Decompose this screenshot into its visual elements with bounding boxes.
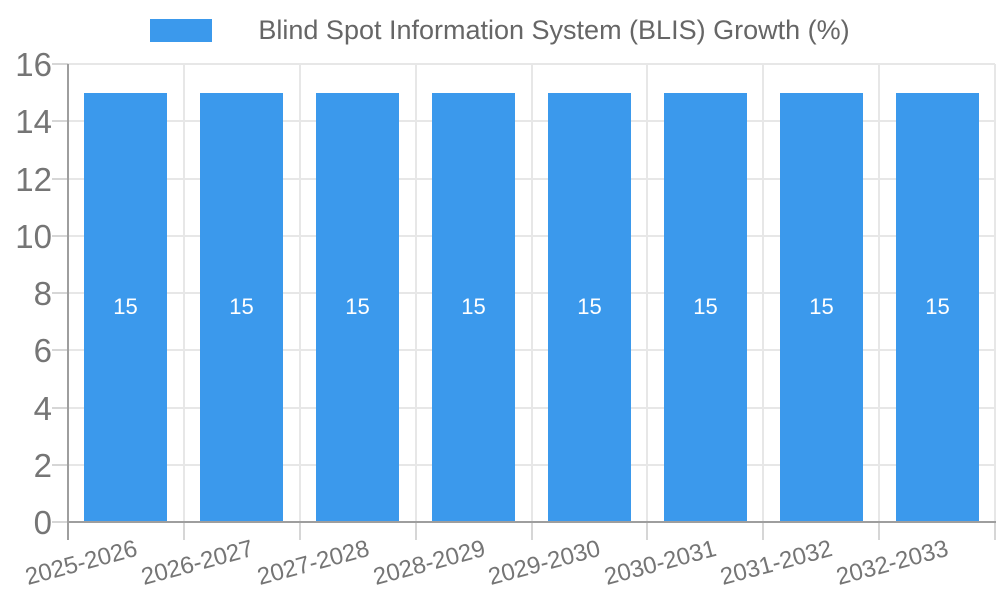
x-tick-label: 2032-2033: [833, 535, 952, 591]
x-gridline: [415, 64, 417, 522]
y-tick-label: 10: [15, 218, 52, 255]
y-tick-mark: [52, 178, 68, 180]
y-tick-mark: [52, 235, 68, 237]
y-tick-label: 16: [15, 46, 52, 83]
y-tick-label: 2: [33, 447, 52, 484]
y-tick-label: 8: [33, 275, 52, 312]
x-axis-line: [67, 521, 996, 523]
bar-value-label: 15: [113, 294, 138, 319]
bar: [780, 93, 863, 522]
x-tick-mark: [415, 522, 417, 540]
x-tick-mark: [646, 522, 648, 540]
x-gridline: [299, 64, 301, 522]
x-tick-label: 2029-2030: [485, 535, 604, 591]
bar: [896, 93, 979, 522]
x-tick-mark: [878, 522, 880, 540]
bar-value-label: 15: [577, 294, 602, 319]
bar-value-label: 15: [693, 294, 718, 319]
x-tick-label: 2030-2031: [601, 535, 720, 591]
x-tick-mark: [994, 522, 996, 540]
x-tick-mark: [762, 522, 764, 540]
legend-swatch: [150, 19, 213, 42]
x-tick-mark: [299, 522, 301, 540]
y-tick-mark: [52, 521, 68, 523]
y-tick-mark: [52, 407, 68, 409]
bar-value-label: 15: [345, 294, 370, 319]
legend-label: Blind Spot Information System (BLIS) Gro…: [258, 15, 850, 45]
y-tick-label: 0: [33, 504, 52, 541]
bar: [664, 93, 747, 522]
x-tick-mark: [183, 522, 185, 540]
x-gridline: [878, 64, 880, 522]
y-axis-line: [67, 64, 69, 540]
y-tick-mark: [52, 120, 68, 122]
x-tick-label: 2026-2027: [138, 535, 257, 591]
y-tick-mark: [52, 464, 68, 466]
y-tick-label: 4: [33, 390, 52, 427]
x-gridline: [994, 64, 996, 522]
bar: [316, 93, 399, 522]
y-tick-label: 12: [15, 161, 52, 198]
bar-value-label: 15: [925, 294, 950, 319]
y-tick-mark: [52, 349, 68, 351]
x-tick-label: 2027-2028: [254, 535, 373, 591]
x-gridline: [531, 64, 533, 522]
legend: Blind Spot Information System (BLIS) Gro…: [0, 17, 1000, 44]
x-gridline: [183, 64, 185, 522]
bar-value-label: 15: [809, 294, 834, 319]
y-tick-label: 14: [15, 103, 52, 140]
x-gridline: [646, 64, 648, 522]
x-tick-label: 2025-2026: [22, 535, 141, 591]
y-tick-mark: [52, 63, 68, 65]
bar: [548, 93, 631, 522]
x-tick-label: 2031-2032: [717, 535, 836, 591]
x-gridline: [762, 64, 764, 522]
bar-value-label: 15: [461, 294, 486, 319]
bar-value-label: 15: [229, 294, 254, 319]
bar: [432, 93, 515, 522]
x-tick-label: 2028-2029: [370, 535, 489, 591]
y-tick-mark: [52, 292, 68, 294]
bar: [200, 93, 283, 522]
y-tick-label: 6: [33, 332, 52, 369]
x-tick-mark: [531, 522, 533, 540]
bar: [84, 93, 167, 522]
